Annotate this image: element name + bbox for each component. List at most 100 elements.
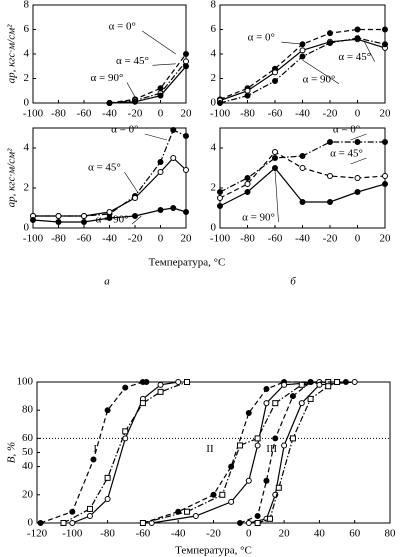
marker xyxy=(132,195,138,201)
marker xyxy=(289,435,296,442)
x-tick-label: 0 xyxy=(158,233,164,245)
series-label: α = 0° xyxy=(333,124,360,136)
marker xyxy=(245,410,252,417)
marker xyxy=(298,381,305,388)
y-tick-label: 4 xyxy=(24,142,30,154)
marker xyxy=(104,496,111,503)
marker xyxy=(354,26,361,33)
marker xyxy=(263,477,270,484)
marker xyxy=(139,400,146,407)
marker xyxy=(183,133,189,139)
x-tick-label: -60 xyxy=(77,233,92,245)
marker xyxy=(272,77,278,84)
y-tick-label: 0 xyxy=(211,222,217,234)
y-tick-label: 0 xyxy=(24,222,30,234)
marker xyxy=(183,167,189,173)
annotation: II xyxy=(206,443,214,455)
marker xyxy=(307,395,314,402)
marker xyxy=(272,149,278,155)
series-line xyxy=(142,381,329,524)
x-tick-label: -80 xyxy=(51,233,66,245)
y-tick-label: 6 xyxy=(211,23,217,35)
x-tick-label: -40 xyxy=(295,233,310,245)
x-tick-label: -60 xyxy=(268,233,283,245)
marker xyxy=(228,498,235,505)
panel-label: а xyxy=(104,276,110,288)
marker xyxy=(183,51,189,57)
x-tick-label: -80 xyxy=(51,108,66,120)
marker xyxy=(122,435,129,442)
x-tick-label: 60 xyxy=(349,528,361,540)
marker xyxy=(217,203,223,209)
y-tick-label: 100 xyxy=(17,376,34,388)
marker xyxy=(354,139,361,145)
leader-line xyxy=(144,133,167,141)
marker xyxy=(382,173,388,179)
marker xyxy=(210,491,217,498)
x-tick-label: -60 xyxy=(136,528,151,540)
y-tick-label: 6 xyxy=(24,23,30,35)
y-tick-label: 8 xyxy=(24,0,30,11)
marker xyxy=(132,98,138,105)
y-tick-label: 60 xyxy=(22,432,34,444)
marker xyxy=(316,381,323,388)
marker xyxy=(266,515,273,522)
marker xyxy=(192,512,199,519)
marker xyxy=(281,442,288,449)
marker xyxy=(30,217,36,223)
marker xyxy=(299,153,306,159)
x-tick-label: -20 xyxy=(128,233,143,245)
marker xyxy=(236,442,243,449)
series-line xyxy=(142,381,311,524)
series-line xyxy=(63,381,188,524)
leader-line xyxy=(152,63,176,66)
marker xyxy=(254,512,261,519)
leader-line xyxy=(281,41,303,45)
marker xyxy=(354,189,361,195)
marker xyxy=(81,213,87,219)
marker xyxy=(263,400,270,407)
x-tick-label: -20 xyxy=(128,108,143,120)
x-tick-label: -120 xyxy=(27,528,48,540)
marker xyxy=(299,53,306,60)
series-line xyxy=(72,381,179,524)
marker xyxy=(104,474,111,481)
marker xyxy=(122,428,129,435)
marker xyxy=(157,381,164,388)
marker xyxy=(272,165,278,171)
y-axis-title: aр, кгс·м/см² xyxy=(6,24,18,84)
marker xyxy=(263,386,270,393)
marker xyxy=(81,219,87,225)
series-label: α = 0° xyxy=(111,124,138,136)
marker xyxy=(217,100,223,106)
x-tick-label: -20 xyxy=(206,528,221,540)
y-tick-label: 2 xyxy=(211,72,217,84)
marker xyxy=(244,87,251,94)
y-tick-label: 0 xyxy=(211,97,217,109)
x-tick-label: 40 xyxy=(314,528,326,540)
series-label: α = 90° xyxy=(91,72,124,84)
x-tick-label: 20 xyxy=(181,233,193,245)
x-tick-label: 0 xyxy=(246,528,252,540)
marker xyxy=(298,400,305,407)
x-tick-label: -100 xyxy=(62,528,83,540)
marker xyxy=(327,39,333,46)
marker xyxy=(69,520,76,526)
series-line xyxy=(109,61,187,104)
marker xyxy=(104,407,111,414)
marker xyxy=(55,213,62,219)
marker xyxy=(170,127,177,133)
y-tick-label: 40 xyxy=(22,460,34,472)
marker xyxy=(60,520,67,526)
x-tick-label: 20 xyxy=(279,528,291,540)
series-label: α = 45° xyxy=(338,51,371,63)
marker xyxy=(245,477,252,484)
x-tick-label: -40 xyxy=(295,108,310,120)
marker xyxy=(157,85,164,92)
marker xyxy=(236,520,243,526)
y-tick-label: 2 xyxy=(24,182,30,194)
marker xyxy=(244,92,251,99)
marker xyxy=(244,189,251,195)
x-tick-label: -100 xyxy=(23,233,44,245)
